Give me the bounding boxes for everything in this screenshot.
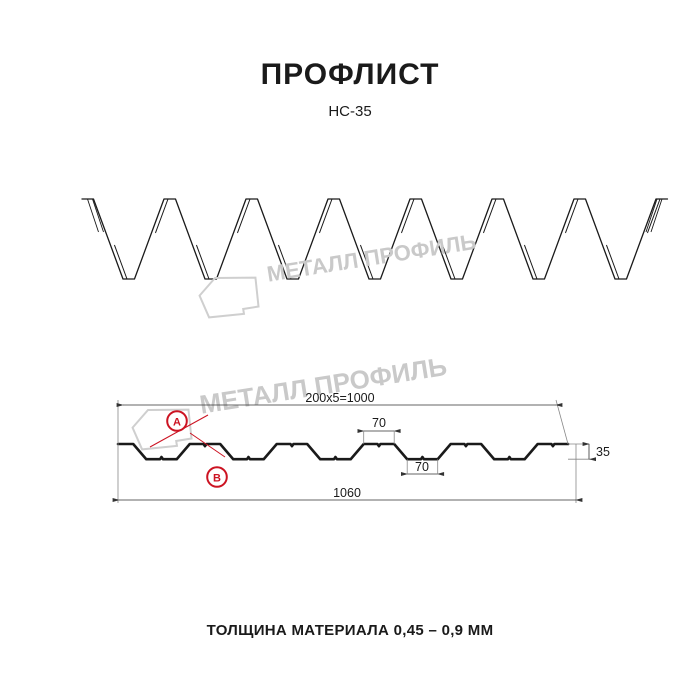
svg-text:A: A [173, 417, 181, 429]
svg-text:35: 35 [596, 445, 610, 459]
svg-text:МЕТАЛЛ ПРОФИЛЬ: МЕТАЛЛ ПРОФИЛЬ [197, 351, 448, 420]
svg-text:70: 70 [415, 460, 429, 474]
svg-text:МЕТАЛЛ ПРОФИЛЬ: МЕТАЛЛ ПРОФИЛЬ [265, 229, 478, 287]
svg-text:70: 70 [372, 416, 386, 430]
svg-text:1060: 1060 [333, 486, 361, 500]
svg-text:B: B [213, 473, 221, 485]
svg-text:200х5=1000: 200х5=1000 [305, 391, 374, 405]
